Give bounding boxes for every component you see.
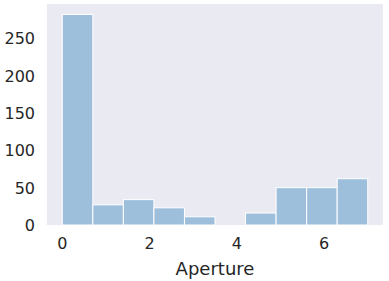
y-tick-label: 50 [15,179,35,198]
chart-root: 0 50 100 150 200 250 0 2 4 6 Aperture [0,0,389,281]
histogram-bar [184,217,215,225]
histogram-bar [307,188,338,225]
x-tick-label: 6 [319,234,329,253]
x-tick-label: 0 [57,234,67,253]
bars [62,14,367,225]
y-tick-label: 200 [4,67,35,86]
y-tick-label: 0 [25,216,35,235]
chart-svg: 0 50 100 150 200 250 0 2 4 6 Aperture [0,0,389,281]
x-tick-label: 2 [144,234,154,253]
histogram-bar [93,205,124,225]
x-tick-label: 4 [232,234,242,253]
histogram-bar [62,14,93,225]
y-tick-label: 100 [4,141,35,160]
histogram-bar [246,213,277,225]
histogram-bar [123,200,154,225]
histogram-bar [215,225,246,226]
histogram-bar [154,208,185,225]
histogram-bar [337,179,368,225]
y-tick-label: 150 [4,104,35,123]
x-axis-label: Aperture [176,258,255,279]
plot-background [47,4,383,225]
y-tick-label: 250 [4,29,35,48]
histogram-bar [276,188,307,225]
